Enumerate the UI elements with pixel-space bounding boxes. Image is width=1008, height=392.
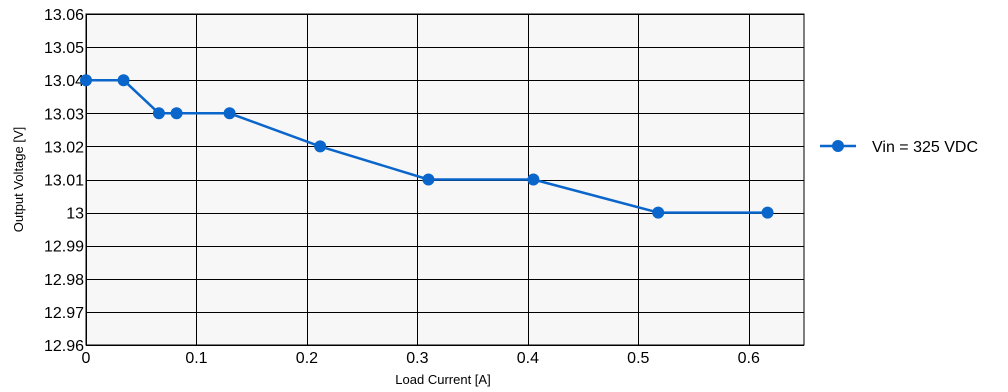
y-tick-label: 13.05 — [44, 40, 84, 57]
legend: Vin = 325 VDC — [820, 139, 978, 156]
data-point — [117, 74, 130, 87]
x-tick-label: 0.1 — [185, 350, 207, 367]
plot-frame — [85, 13, 805, 346]
y-tick-label: 13.04 — [44, 73, 84, 90]
series — [80, 74, 774, 219]
y-axis-ticks: 12.96 12.97 12.98 12.99 13 13.01 13.02 13.03 13.… — [44, 7, 84, 355]
x-tick-label: 0 — [82, 350, 91, 367]
x-axis-title: Load Current [A] — [395, 372, 490, 387]
y-tick-label: 12.97 — [44, 305, 84, 322]
x-tick-label: 0.2 — [296, 350, 318, 367]
legend-marker — [832, 140, 844, 152]
x-tick-label: 0.6 — [738, 350, 760, 367]
y-tick-label: 12.98 — [44, 272, 84, 289]
x-tick-label: 0.4 — [517, 350, 539, 367]
x-tick-label: 0.3 — [406, 350, 428, 367]
y-tick-label: 12.96 — [44, 338, 84, 355]
y-tick-label: 13.03 — [44, 106, 84, 123]
x-tick-label: 0.5 — [627, 350, 649, 367]
y-tick-label: 13.06 — [44, 7, 84, 24]
y-tick-label: 13 — [66, 206, 84, 223]
data-point — [314, 140, 327, 153]
series-line — [86, 78, 768, 214]
data-point — [761, 206, 774, 219]
y-tick-label: 13.01 — [44, 173, 84, 190]
x-axis-ticks: 0 0.1 0.2 0.3 0.4 0.5 0.6 — [82, 350, 760, 367]
data-point — [170, 107, 183, 120]
y-axis-title: Output Voltage [V] — [11, 127, 26, 233]
y-tick-label: 13.02 — [44, 139, 84, 156]
data-point — [422, 173, 435, 186]
data-point — [527, 173, 540, 186]
data-point — [223, 107, 236, 120]
legend-label: Vin = 325 VDC — [872, 139, 978, 156]
data-point — [652, 206, 665, 219]
data-point — [152, 107, 165, 120]
y-tick-label: 12.99 — [44, 239, 84, 256]
data-point — [80, 74, 92, 87]
